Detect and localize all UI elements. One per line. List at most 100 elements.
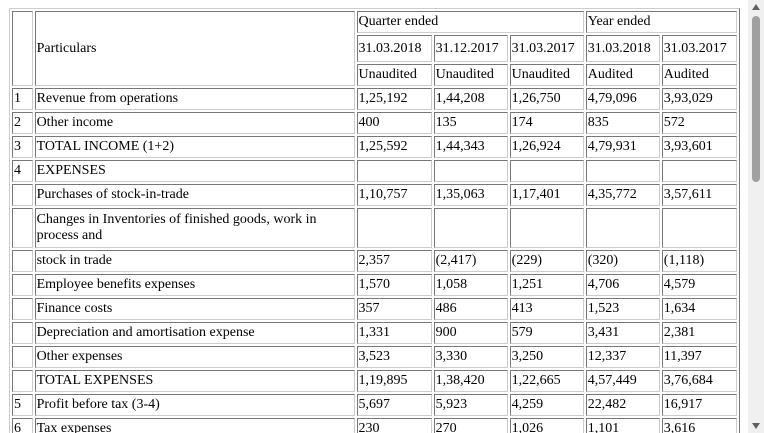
value-cell: 3,76,684 <box>661 370 737 392</box>
value-cell: (320) <box>585 250 660 272</box>
value-cell: 22,482 <box>585 394 660 416</box>
row-number-header <box>12 11 33 86</box>
date-header: 31.03.2017 <box>509 35 584 62</box>
audit-header: Audited <box>661 64 737 86</box>
row-number: 5 <box>12 394 33 416</box>
value-cell: 486 <box>433 298 508 320</box>
value-cell: 1,44,208 <box>433 88 508 110</box>
value-cell <box>509 208 584 248</box>
row-number: 2 <box>12 112 33 134</box>
value-cell: 1,38,420 <box>433 370 508 392</box>
table-row: stock in trade 2,357 (2,417) (229) (320) (1,1… <box>12 250 737 272</box>
table-row: Depreciation and amortisation expense 1,3… <box>12 322 737 344</box>
row-label: Revenue from operations <box>34 88 355 110</box>
date-header: 31.03.2018 <box>585 35 660 62</box>
value-cell: 3,250 <box>509 346 584 368</box>
value-cell: 1,101 <box>585 418 660 433</box>
row-number <box>12 274 33 296</box>
table-row: Changes in Inventories of finished goods… <box>12 208 737 248</box>
value-cell: 1,17,401 <box>509 184 584 206</box>
value-cell: (229) <box>509 250 584 272</box>
audit-header: Unaudited <box>356 64 432 86</box>
value-cell: 4,79,096 <box>585 88 660 110</box>
value-cell: 4,579 <box>661 274 737 296</box>
table-row: 2 Other income 400 135 174 835 572 <box>12 112 737 134</box>
table-row: 5 Profit before tax (3-4) 5,697 5,923 4,259 2… <box>12 394 737 416</box>
table-row: Unaudited Unaudited Unaudited Audited Audite… <box>12 64 737 86</box>
results-table: Particulars Quarter ended Year ended 31.03.… <box>9 8 740 433</box>
row-label: TOTAL INCOME (1+2) <box>34 136 355 158</box>
table-row: 1 Revenue from operations 1,25,192 1,44,208… <box>12 88 737 110</box>
value-cell: 1,026 <box>509 418 584 433</box>
audit-header: Audited <box>585 64 660 86</box>
value-cell <box>661 160 737 182</box>
value-cell: 16,917 <box>661 394 737 416</box>
value-cell: 900 <box>433 322 508 344</box>
value-cell: 12,337 <box>585 346 660 368</box>
value-cell: 1,22,665 <box>509 370 584 392</box>
value-cell <box>356 208 432 248</box>
value-cell: 1,058 <box>433 274 508 296</box>
row-label: Finance costs <box>34 298 355 320</box>
value-cell <box>585 208 660 248</box>
row-number <box>12 208 33 248</box>
value-cell <box>509 160 584 182</box>
value-cell: 357 <box>356 298 432 320</box>
value-cell: 4,57,449 <box>585 370 660 392</box>
row-number <box>12 250 33 272</box>
value-cell: 3,523 <box>356 346 432 368</box>
audit-header: Unaudited <box>509 64 584 86</box>
scroll-up[interactable] <box>752 4 760 10</box>
value-cell: 135 <box>433 112 508 134</box>
table-row: Purchases of stock-in-trade 1,10,757 1,35,… <box>12 184 737 206</box>
value-cell: 3,616 <box>661 418 737 433</box>
value-cell <box>433 208 508 248</box>
value-cell: 400 <box>356 112 432 134</box>
group-header: Quarter ended <box>356 11 584 33</box>
value-cell: 1,35,063 <box>433 184 508 206</box>
value-cell: 1,26,750 <box>509 88 584 110</box>
row-label: Other expenses <box>34 346 355 368</box>
value-cell: 2,381 <box>661 322 737 344</box>
viewport: Particulars Quarter ended Year ended 31.03.… <box>9 8 740 433</box>
value-cell: 3,93,029 <box>661 88 737 110</box>
row-number <box>12 322 33 344</box>
row-number: 1 <box>12 88 33 110</box>
row-label: Tax expenses <box>34 418 355 433</box>
row-number: 4 <box>12 160 33 182</box>
date-header: 31.03.2017 <box>661 35 737 62</box>
date-header: 31.03.2018 <box>356 35 432 62</box>
row-label: EXPENSES <box>34 160 355 182</box>
table-row: Employee benefits expenses 1,570 1,058 1,25… <box>12 274 737 296</box>
row-label: stock in trade <box>34 250 355 272</box>
value-cell <box>433 160 508 182</box>
value-cell <box>585 160 660 182</box>
value-cell: 4,35,772 <box>585 184 660 206</box>
table-row: 6 Tax expenses 230 270 1,026 1,101 3,616 <box>12 418 737 433</box>
value-cell: 1,19,895 <box>356 370 432 392</box>
value-cell: 3,93,601 <box>661 136 737 158</box>
row-number: 6 <box>12 418 33 433</box>
row-number <box>12 370 33 392</box>
row-label: Changes in Inventories of finished goods… <box>34 208 355 248</box>
particulars-header: Particulars <box>34 11 355 86</box>
value-cell: 3,330 <box>433 346 508 368</box>
value-cell: 1,634 <box>661 298 737 320</box>
row-label: Profit before tax (3-4) <box>34 394 355 416</box>
value-cell: 1,44,343 <box>433 136 508 158</box>
value-cell: (1,118) <box>661 250 737 272</box>
table-row: Particulars Quarter ended Year ended <box>12 11 737 86</box>
date-header: 31.12.2017 <box>433 35 508 62</box>
value-cell: 1,25,592 <box>356 136 432 158</box>
table-row: 3 TOTAL INCOME (1+2) 1,25,592 1,44,343 1,26,… <box>12 136 737 158</box>
row-label: TOTAL EXPENSES <box>34 370 355 392</box>
value-cell: 1,523 <box>585 298 660 320</box>
value-cell: 4,259 <box>509 394 584 416</box>
value-cell: (2,417) <box>433 250 508 272</box>
scroll-down[interactable] <box>752 423 760 429</box>
scroll-thumb[interactable] <box>752 16 760 182</box>
value-cell: 230 <box>356 418 432 433</box>
row-label: Depreciation and amortisation expense <box>34 322 355 344</box>
